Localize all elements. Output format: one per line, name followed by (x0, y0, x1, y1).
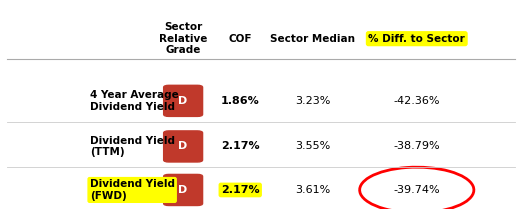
Text: Sector Median: Sector Median (270, 34, 355, 44)
Text: Dividend Yield
(TTM): Dividend Yield (TTM) (90, 136, 175, 157)
Text: D: D (179, 142, 188, 151)
Text: -38.79%: -38.79% (394, 142, 440, 151)
FancyBboxPatch shape (163, 85, 203, 116)
Text: D: D (179, 96, 188, 106)
Text: 3.55%: 3.55% (295, 142, 330, 151)
Text: Sector
Relative
Grade: Sector Relative Grade (159, 22, 207, 55)
Text: Dividend Yield
(FWD): Dividend Yield (FWD) (90, 179, 175, 201)
Text: -39.74%: -39.74% (394, 185, 440, 195)
Text: -42.36%: -42.36% (394, 96, 440, 106)
Text: COF: COF (229, 34, 252, 44)
Text: 1.86%: 1.86% (221, 96, 259, 106)
FancyBboxPatch shape (163, 175, 203, 206)
Text: % Diff. to Sector: % Diff. to Sector (369, 34, 465, 44)
FancyBboxPatch shape (163, 131, 203, 162)
Text: 4 Year Average
Dividend Yield: 4 Year Average Dividend Yield (90, 90, 179, 112)
Text: 3.61%: 3.61% (295, 185, 330, 195)
Text: 2.17%: 2.17% (221, 185, 259, 195)
Text: 3.23%: 3.23% (295, 96, 330, 106)
Text: 2.17%: 2.17% (221, 142, 259, 151)
Text: D: D (179, 185, 188, 195)
